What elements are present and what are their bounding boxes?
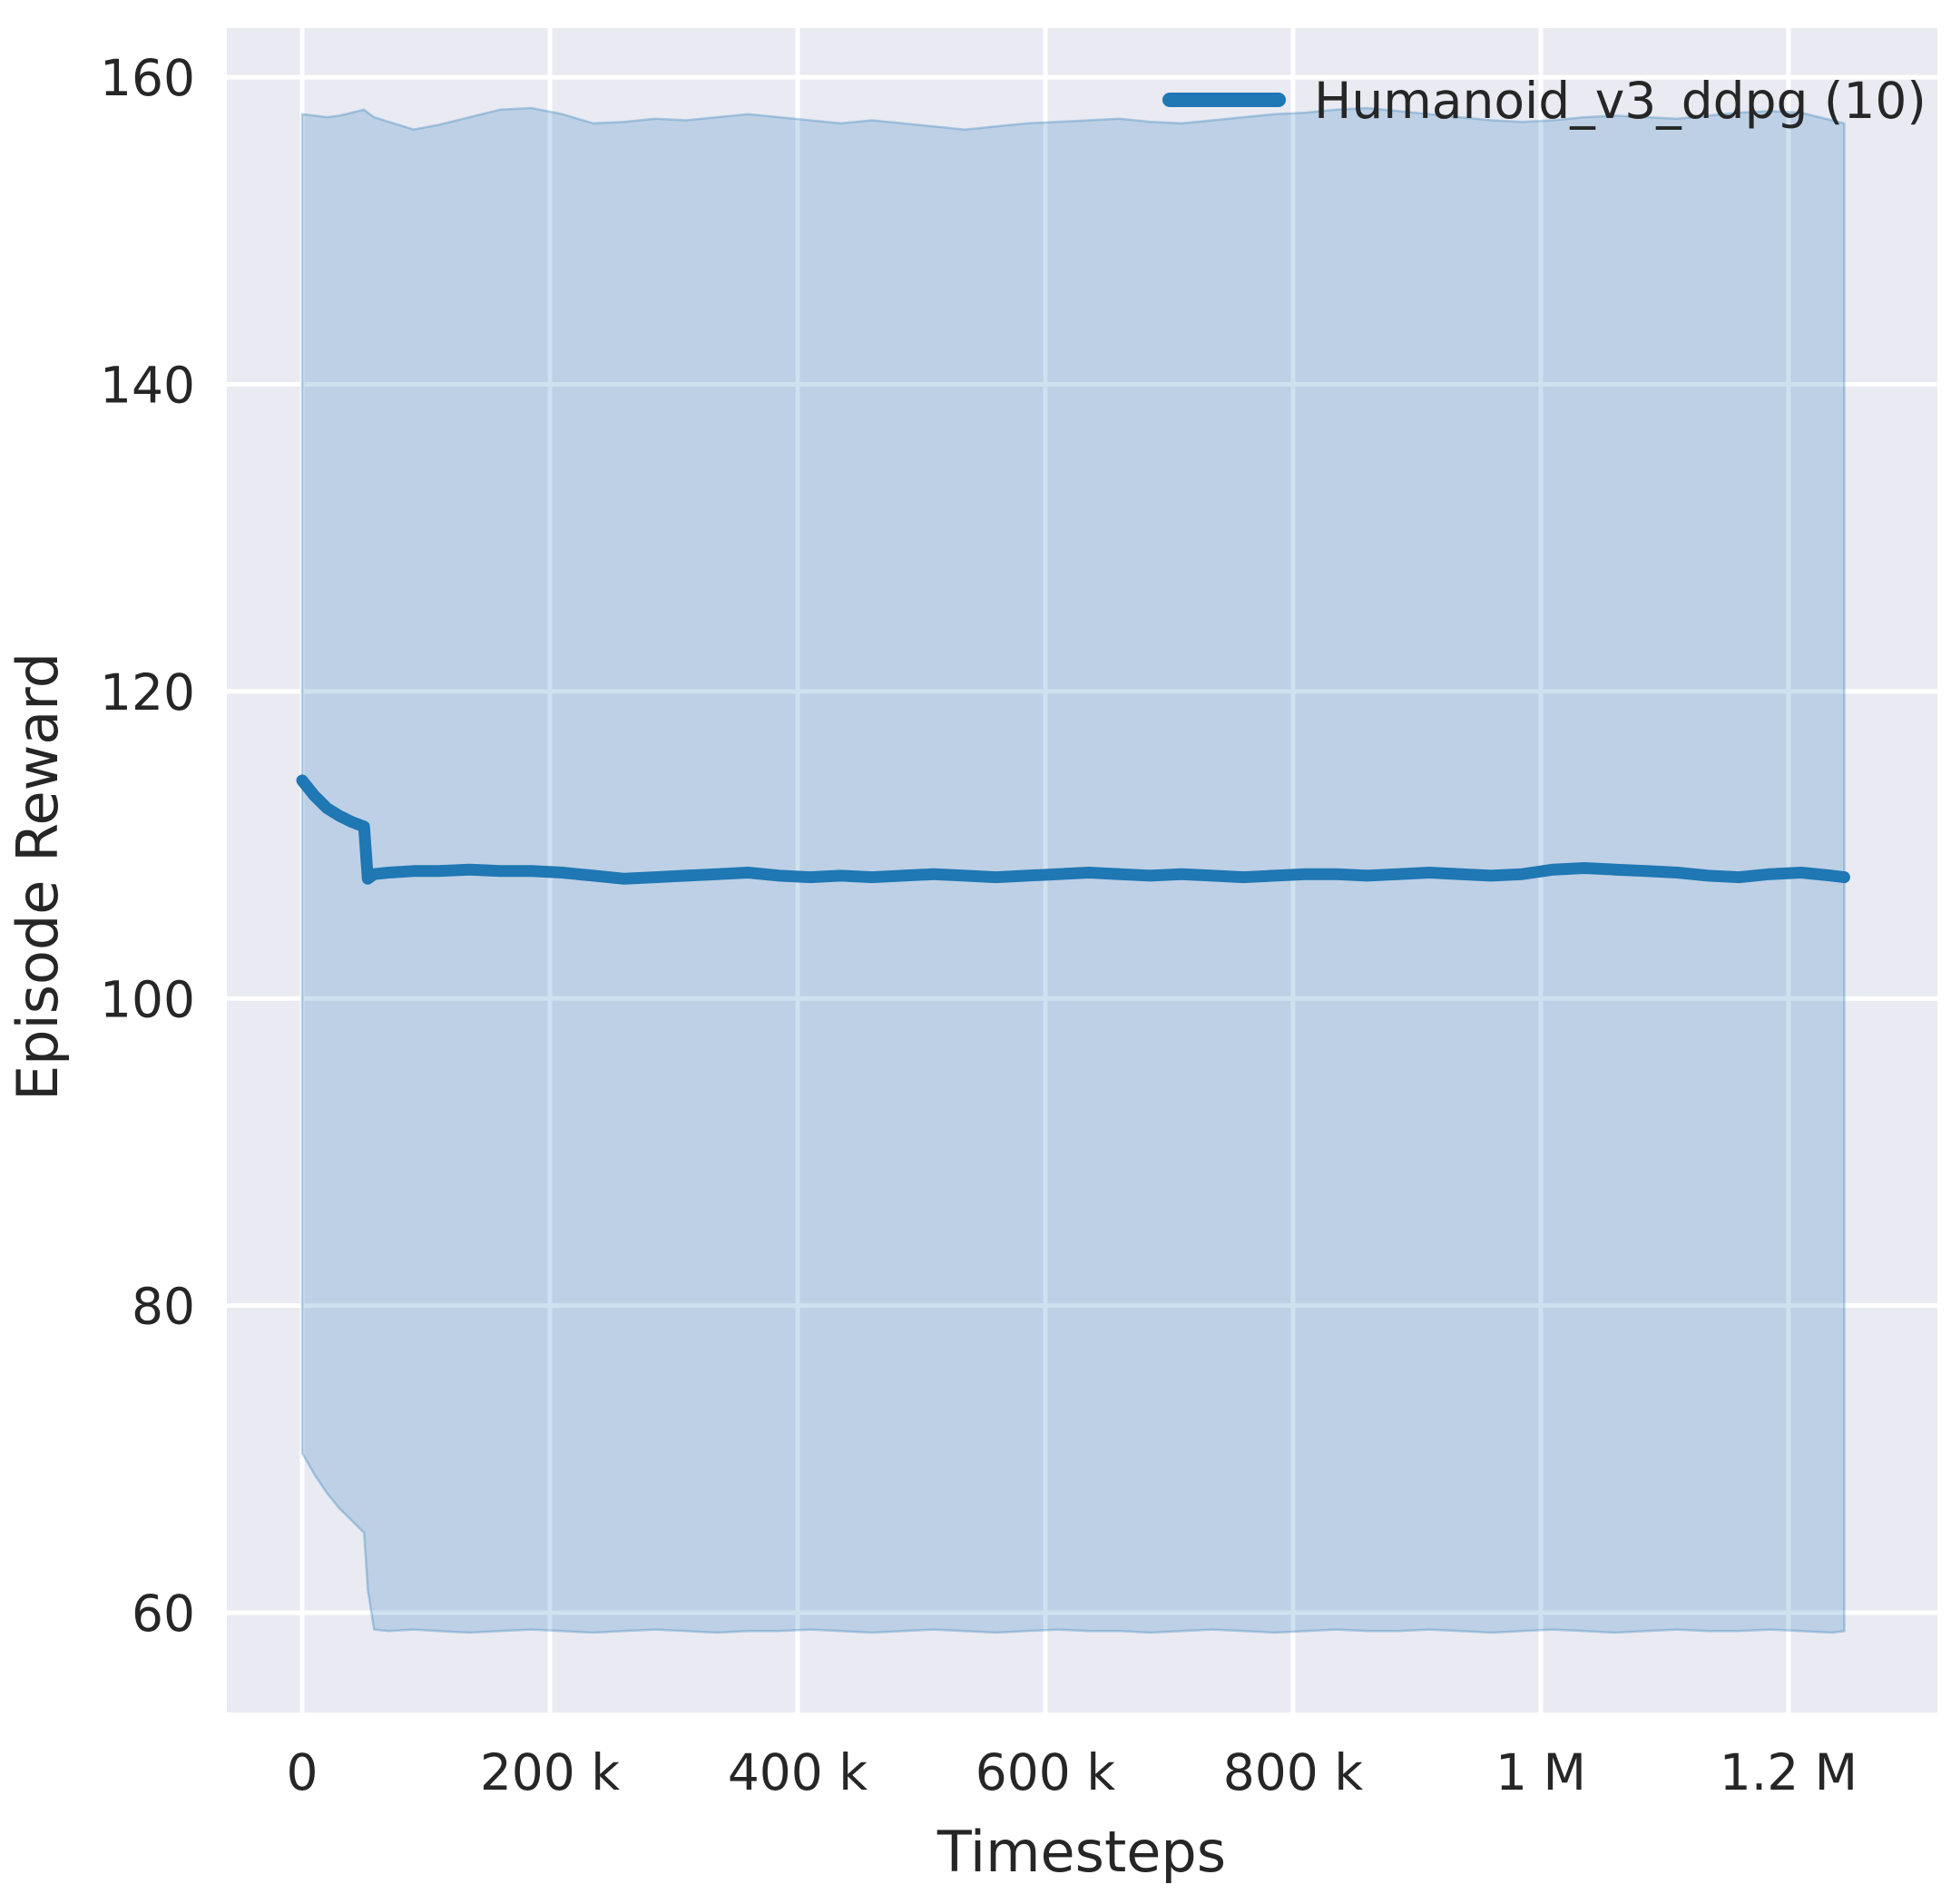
x-tick-label: 600 k [976, 1743, 1115, 1801]
x-tick-label: 1.2 M [1720, 1743, 1858, 1801]
x-tick-label: 800 k [1223, 1743, 1363, 1801]
y-tick-label: 160 [100, 49, 195, 107]
y-tick-label: 120 [100, 663, 195, 721]
y-tick-label: 60 [132, 1585, 195, 1643]
y-axis-label: Episode Reward [5, 653, 71, 1101]
x-tick-label: 0 [286, 1743, 318, 1801]
y-tick-label: 100 [100, 970, 195, 1028]
x-tick-label: 400 k [728, 1743, 868, 1801]
y-tick-label: 80 [132, 1278, 195, 1336]
legend-label: Humanoid_v3_ddpg (10) [1314, 72, 1926, 130]
mean-line [296, 774, 1850, 885]
y-tick-label: 140 [100, 357, 195, 415]
legend: Humanoid_v3_ddpg (10) [1162, 72, 1926, 130]
plot-layers: 0 200 k 400 k 600 k 800 k 1 M 1.2 M 60 80 100 120 1… [100, 28, 1937, 1801]
x-axis-label: Timesteps [936, 1819, 1226, 1885]
x-tick-label: 200 k [480, 1743, 620, 1801]
x-tick-label: 1 M [1495, 1743, 1586, 1801]
